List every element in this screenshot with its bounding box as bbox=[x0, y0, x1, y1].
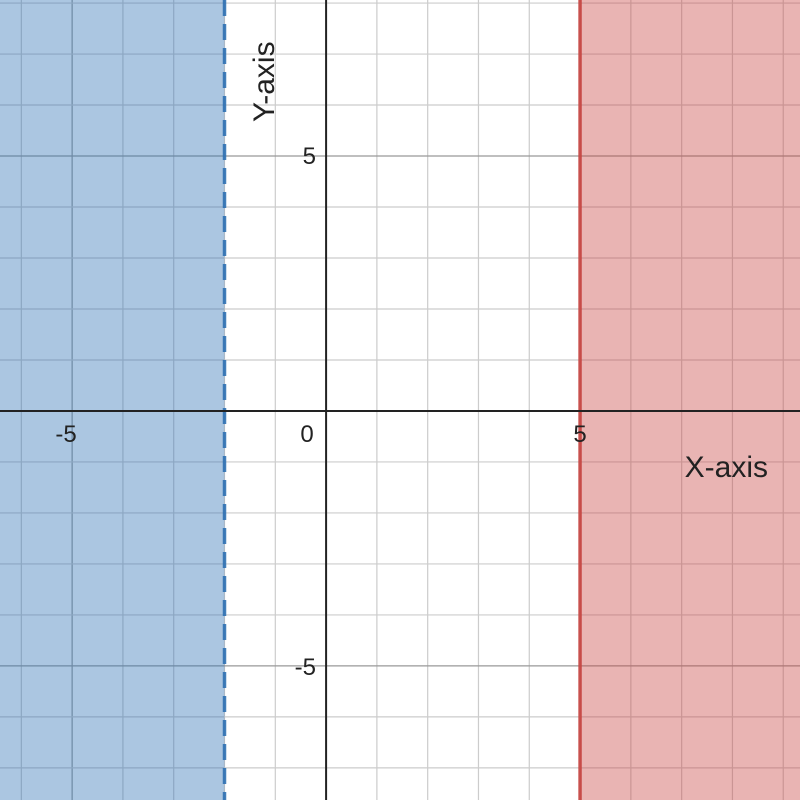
y-tick-label: 5 bbox=[303, 143, 316, 170]
shaded-region bbox=[0, 0, 225, 800]
x-tick-label: -5 bbox=[55, 421, 76, 448]
x-axis-label: X-axis bbox=[685, 451, 768, 484]
x-tick-label: 0 bbox=[300, 421, 313, 448]
y-tick-label: -5 bbox=[295, 654, 316, 681]
shaded-region bbox=[580, 0, 800, 800]
x-tick-label: 5 bbox=[573, 421, 586, 448]
y-axis-label: Y-axis bbox=[248, 41, 281, 122]
ticks: -5 0 5 5 -5 bbox=[55, 143, 586, 681]
